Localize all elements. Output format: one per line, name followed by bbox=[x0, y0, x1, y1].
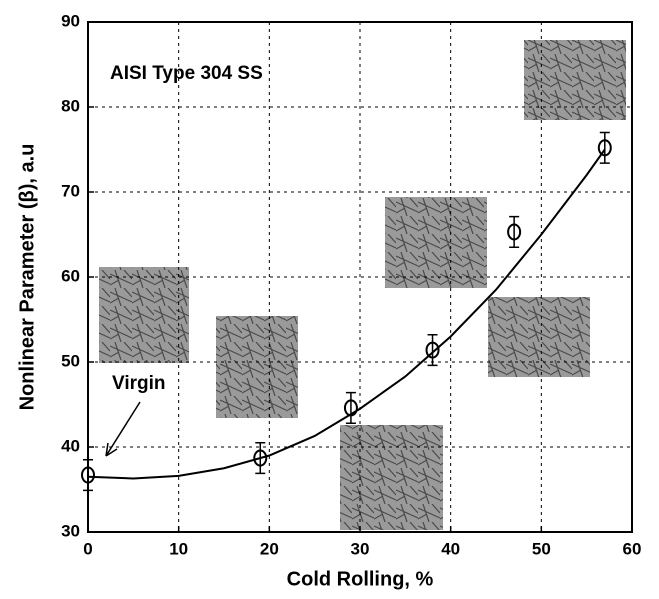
y-tick-label: 70 bbox=[61, 181, 80, 200]
point bbox=[597, 139, 612, 157]
error-bar bbox=[427, 334, 438, 367]
micrograph bbox=[524, 40, 626, 120]
micrograph bbox=[488, 297, 590, 377]
error-bar bbox=[83, 459, 93, 492]
error-bar bbox=[509, 215, 520, 248]
y-tick-label: 40 bbox=[61, 436, 80, 455]
micrograph bbox=[99, 267, 189, 363]
x-tick-label: 10 bbox=[169, 539, 188, 558]
x-tick-label: 40 bbox=[441, 539, 460, 558]
annotation: Virgin bbox=[112, 373, 166, 394]
micrograph bbox=[216, 316, 298, 418]
x-tick-label: 50 bbox=[532, 539, 551, 558]
point bbox=[253, 449, 268, 467]
y-axis-label: Nonlinear Parameter (β), a.u bbox=[16, 144, 38, 411]
error-bar bbox=[255, 442, 266, 475]
x-axis-label: Cold Rolling, % bbox=[287, 568, 434, 590]
y-tick-label: 30 bbox=[61, 521, 80, 540]
x-tick-label: 0 bbox=[83, 539, 92, 558]
y-tick-label: 50 bbox=[61, 351, 80, 370]
y-tick-label: 60 bbox=[61, 266, 80, 285]
error-bar bbox=[345, 391, 356, 424]
point bbox=[81, 466, 95, 484]
arrow bbox=[105, 401, 141, 457]
error-bar bbox=[599, 131, 610, 164]
y-tick-label: 90 bbox=[61, 11, 80, 30]
micrograph bbox=[340, 425, 443, 530]
fit-curve bbox=[87, 148, 606, 480]
point bbox=[343, 399, 358, 417]
x-tick-label: 60 bbox=[623, 539, 642, 558]
micrograph bbox=[385, 197, 487, 288]
x-tick-label: 20 bbox=[260, 539, 279, 558]
x-tick-label: 30 bbox=[351, 539, 370, 558]
micrographs bbox=[99, 40, 626, 530]
point bbox=[507, 223, 522, 241]
annotation: AISI Type 304 SS bbox=[110, 63, 263, 84]
y-tick-label: 80 bbox=[61, 96, 80, 115]
point bbox=[425, 341, 440, 359]
